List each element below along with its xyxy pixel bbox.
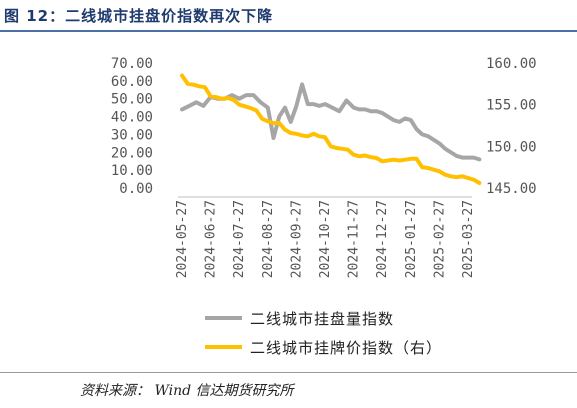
x-tick-label: 2024-10-27	[318, 200, 333, 278]
series-layer	[180, 73, 482, 185]
line-chart: 0.0010.0020.0030.0040.0050.0060.0070.00 …	[111, 56, 537, 357]
right-tick-label: 155.00	[486, 98, 537, 114]
legend-label: 二线城市挂盘量指数	[250, 310, 394, 328]
x-tick-label: 2024-06-27	[204, 200, 219, 278]
listing-volume-line	[180, 82, 482, 162]
x-tick-label: 2024-05-27	[175, 200, 190, 278]
title-divider	[0, 30, 577, 32]
x-axis: 2024-05-27 2024-06-27 2024-07-27 2024-08-27…	[175, 196, 476, 278]
right-tick-label: 160.00	[486, 56, 537, 72]
x-tick-label: 2025-02-27	[432, 200, 447, 278]
left-tick-label: 0.00	[119, 181, 153, 197]
left-tick-label: 60.00	[111, 74, 153, 90]
listing-price-line	[180, 73, 482, 185]
right-tick-label: 150.00	[486, 139, 537, 155]
x-tick-label: 2024-12-27	[375, 200, 390, 278]
right-tick-label: 145.00	[486, 181, 537, 197]
left-tick-label: 40.00	[111, 110, 153, 126]
right-y-axis: 145.00 150.00 155.00 160.00	[486, 56, 537, 197]
x-tick-label: 2024-09-27	[289, 200, 304, 278]
x-tick-label: 2024-11-27	[347, 200, 362, 278]
x-tick-label: 2024-07-27	[232, 200, 247, 278]
left-tick-label: 30.00	[111, 127, 153, 143]
left-tick-label: 20.00	[111, 145, 153, 161]
source-note: 资料来源： Wind 信达期货研究所	[80, 383, 294, 399]
left-tick-label: 50.00	[111, 92, 153, 108]
figure-title: 图 12：二线城市挂盘价指数再次下降	[4, 7, 274, 25]
x-tick-label: 2024-08-27	[261, 200, 276, 278]
left-tick-label: 70.00	[111, 56, 153, 72]
x-tick-label: 2025-01-27	[404, 200, 419, 278]
legend-label: 二线城市挂牌价指数（右）	[250, 339, 442, 357]
source-divider	[0, 372, 577, 373]
x-tick-label: 2025-03-27	[461, 200, 476, 278]
left-tick-label: 10.00	[111, 163, 153, 179]
